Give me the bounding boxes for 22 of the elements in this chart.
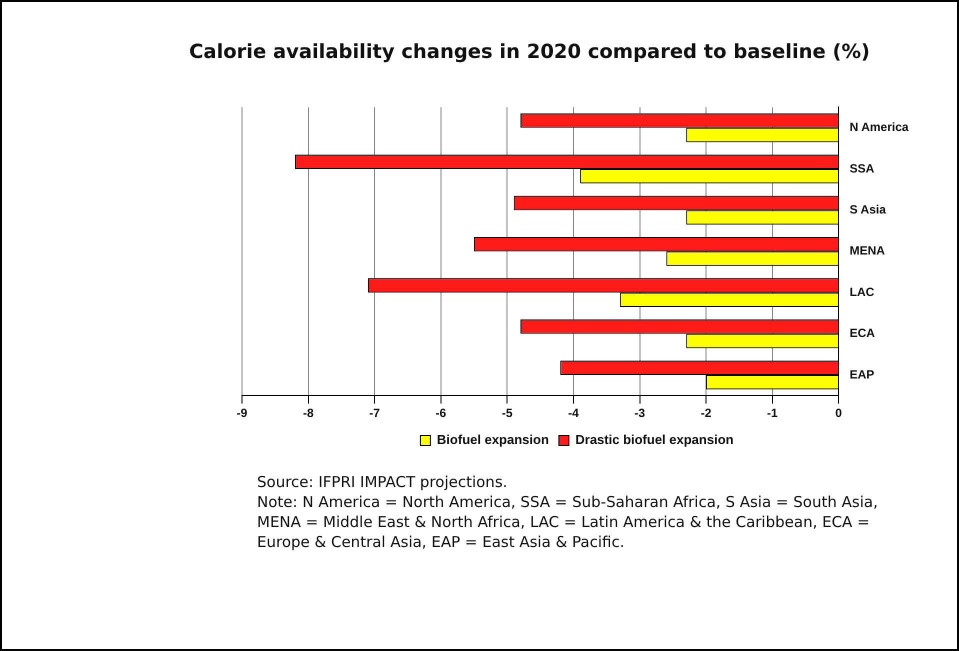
y-tick-label: S Asia xyxy=(850,202,886,217)
y-tick-label: N America xyxy=(850,120,909,134)
source-note: Source: IFPRI IMPACT projections. xyxy=(257,472,508,492)
x-tick-label: -6 xyxy=(436,406,447,420)
x-tick-label: 0 xyxy=(835,406,842,420)
x-tick-label: -2 xyxy=(700,406,712,420)
x-tick-label: -3 xyxy=(634,406,646,420)
x-tick-label: -5 xyxy=(502,406,513,420)
text: Note: N America = North America, SSA = Sub-Saharan Africa, S Asia = South Asia, MENA = Middle East & North Africa, LAC = Latin America & the Caribbean, ECA = Europe & Central Asia, EAP = East Asia & Pacific. xyxy=(257,492,879,552)
y-tick-label: MENA xyxy=(850,244,886,258)
legend-label: Biofuel expansion xyxy=(436,432,549,448)
x-tick-label: -7 xyxy=(369,406,380,420)
x-tick-label: -9 xyxy=(236,406,248,420)
x-tick-label: -8 xyxy=(302,406,314,420)
x-tick-label: -1 xyxy=(767,406,778,420)
y-tick-label: ECA xyxy=(850,326,876,340)
y-tick-label: SSA xyxy=(850,161,875,176)
x-tick-label: -4 xyxy=(568,406,580,420)
y-tick-label: LAC xyxy=(850,284,875,299)
legend-label: Drastic biofuel expansion xyxy=(575,432,734,448)
chart-title: Calorie availability changes in 2020 compared to baseline (%) xyxy=(188,40,871,63)
y-tick-label: EAP xyxy=(850,367,874,382)
